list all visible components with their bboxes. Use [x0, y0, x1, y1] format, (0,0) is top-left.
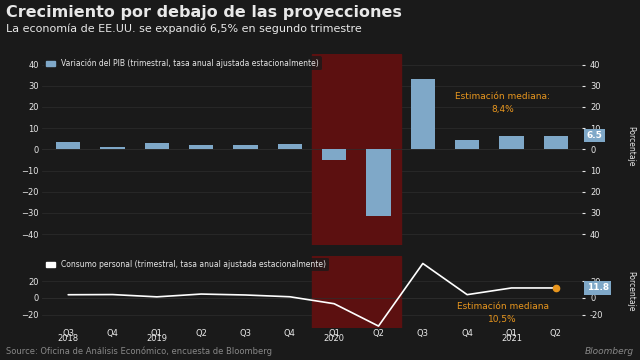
Text: La economía de EE.UU. se expandió 6,5% en segundo trimestre: La economía de EE.UU. se expandió 6,5% e… [6, 23, 362, 34]
Bar [56, 142, 81, 149]
Text: 11.8: 11.8 [587, 283, 609, 292]
Text: 2020: 2020 [324, 334, 345, 343]
Bar [234, 145, 258, 149]
Text: Porcentaje: Porcentaje [626, 271, 635, 312]
Bar [100, 147, 125, 149]
Bar [312, 54, 401, 245]
Text: Porcentaje: Porcentaje [626, 126, 635, 166]
Bar [312, 256, 401, 328]
Bar [411, 78, 435, 149]
Text: Crecimiento por debajo de las proyecciones: Crecimiento por debajo de las proyeccion… [6, 5, 403, 21]
Text: Source: Oficina de Análisis Económico, encuesta de Bloomberg: Source: Oficina de Análisis Económico, e… [6, 347, 273, 356]
Text: Estimación mediana:
8,4%: Estimación mediana: 8,4% [455, 92, 550, 113]
Text: 2021: 2021 [501, 334, 522, 343]
Bar [145, 143, 169, 149]
Text: 2018: 2018 [58, 334, 79, 343]
Bar [455, 140, 479, 149]
Text: 2019: 2019 [147, 334, 167, 343]
Text: 6.5: 6.5 [587, 131, 602, 140]
Bar [322, 149, 346, 160]
Bar [278, 144, 302, 149]
Text: Estimación mediana
10,5%: Estimación mediana 10,5% [456, 302, 548, 324]
Legend: Variación del PIB (trimestral, tasa anual ajustada estacionalmente): Variación del PIB (trimestral, tasa anua… [44, 56, 321, 70]
Text: Bloomberg: Bloomberg [584, 347, 634, 356]
Bar [189, 145, 213, 149]
Bar [366, 149, 390, 216]
Bar [499, 136, 524, 149]
Bar [543, 136, 568, 149]
Legend: Consumo personal (trimestral, tasa anual ajustada estacionalmente): Consumo personal (trimestral, tasa anual… [44, 258, 329, 271]
